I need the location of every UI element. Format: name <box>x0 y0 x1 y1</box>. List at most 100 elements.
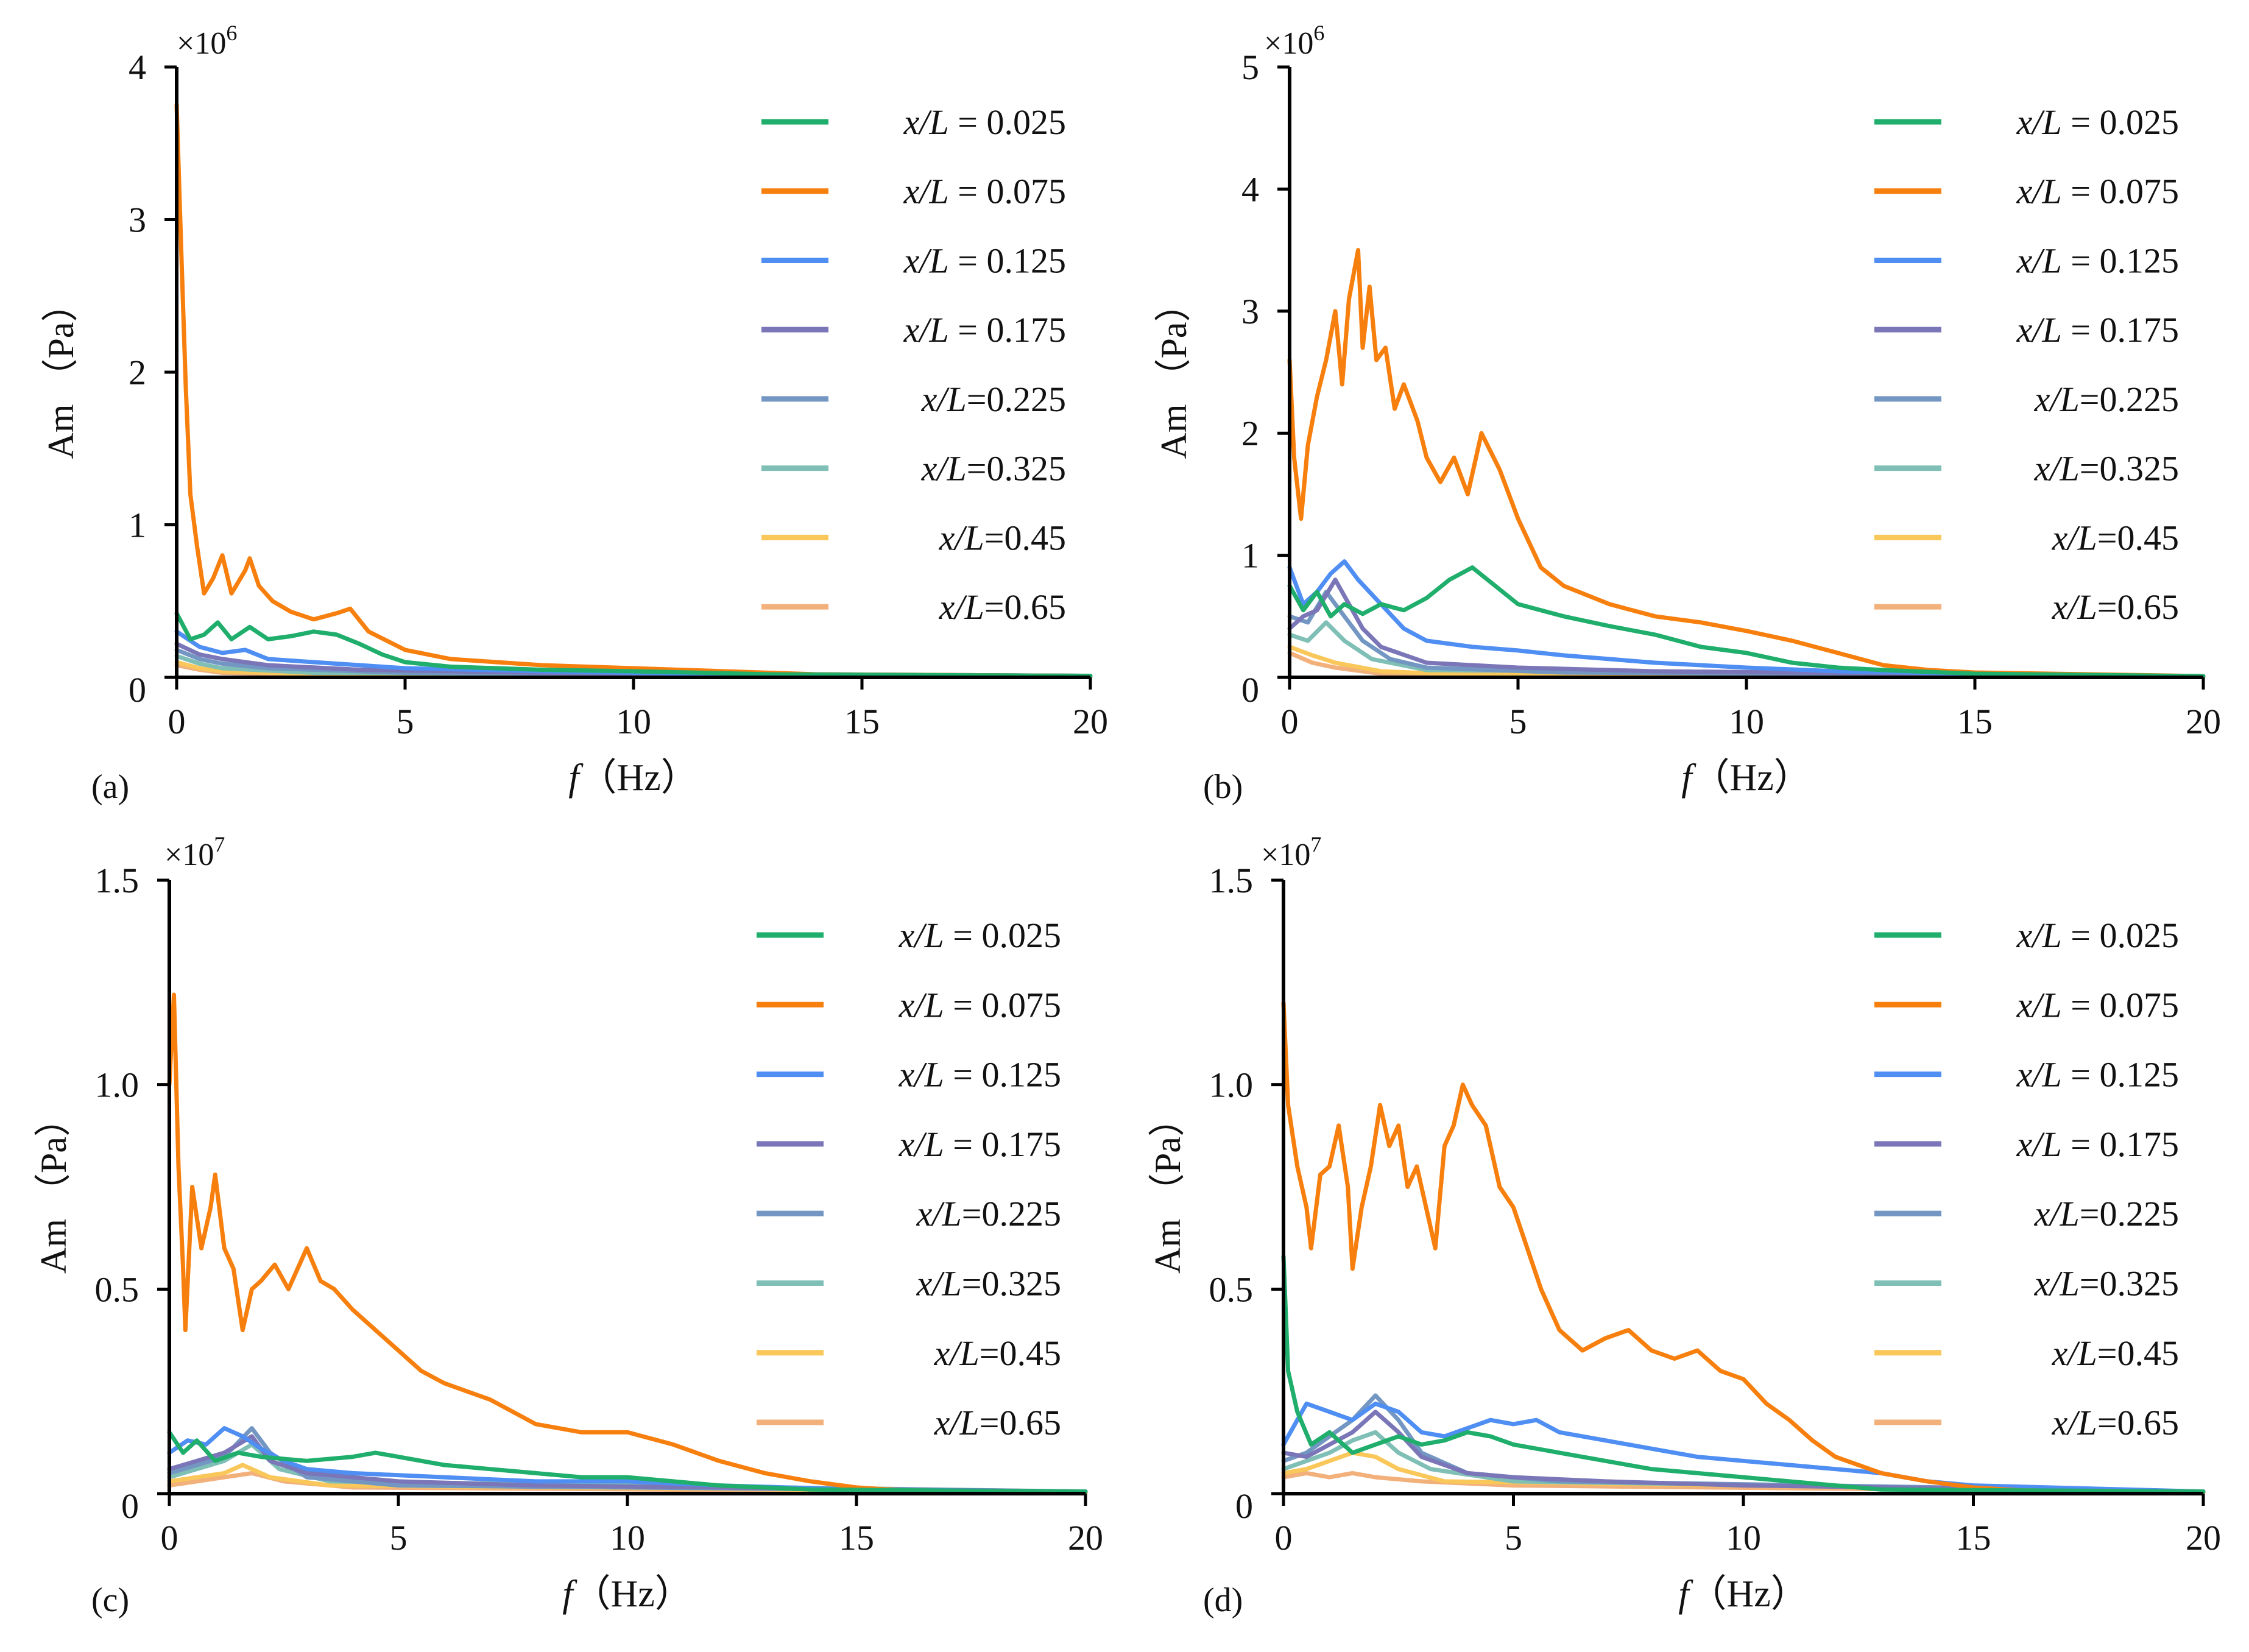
x-tick-label: 5 <box>390 1518 408 1558</box>
x-tick-label: 10 <box>616 702 651 741</box>
legend-label: x/L = 0.125 <box>2016 1055 2179 1095</box>
panel-label: (d) <box>1203 1581 1243 1619</box>
series-group <box>167 992 1088 1495</box>
x-tick-label: 5 <box>1505 1518 1522 1558</box>
y-tick-label: 3 <box>1241 292 1259 331</box>
y-tick-label: 1.0 <box>1209 1065 1254 1105</box>
legend-label: x/L=0.225 <box>2034 379 2179 419</box>
series-line <box>167 1434 1088 1494</box>
series-line <box>1287 559 2206 679</box>
series-line <box>1287 565 2206 679</box>
y-tick-label: 0 <box>121 1486 139 1526</box>
x-tick-label: 10 <box>610 1518 645 1558</box>
legend-label: x/L=0.65 <box>934 1403 1061 1442</box>
legend-label: x/L = 0.125 <box>903 241 1066 280</box>
x-tick-label: 10 <box>1726 1518 1761 1558</box>
y-tick-label: 2 <box>129 353 146 392</box>
y-tick-label: 2 <box>1241 414 1259 453</box>
legend-label: x/L=0.45 <box>934 1333 1061 1373</box>
x-tick-label: 15 <box>844 702 880 741</box>
y-tick-label: 5 <box>1241 48 1259 87</box>
series-line <box>1287 620 2206 679</box>
y-tick-label: 0 <box>1235 1486 1253 1526</box>
legend-label: x/L = 0.075 <box>903 172 1066 211</box>
scale-factor: ×107 <box>1261 832 1321 872</box>
x-tick-label: 0 <box>168 702 186 741</box>
y-tick-label: 1.5 <box>95 861 139 900</box>
x-tick-label: 20 <box>2186 702 2221 741</box>
legend-label: x/L = 0.025 <box>903 102 1066 142</box>
legend-label: x/L=0.65 <box>2052 1403 2179 1442</box>
legend-label: x/L = 0.075 <box>2016 172 2179 211</box>
legend-label: x/L=0.325 <box>2034 1263 2179 1303</box>
series-line <box>1281 1450 2206 1494</box>
legend-label: x/L = 0.025 <box>899 916 1061 955</box>
series-line <box>1281 1430 2206 1494</box>
series-line <box>174 103 1093 678</box>
legend-label: x/L=0.45 <box>939 518 1066 557</box>
legend-label: x/L=0.45 <box>2052 1333 2179 1373</box>
y-tick-label: 1.5 <box>1209 861 1254 900</box>
x-tick-label: 5 <box>1509 702 1527 741</box>
series-group <box>1287 248 2206 679</box>
series-line <box>167 1426 1088 1494</box>
x-tick-label: 0 <box>1275 1518 1293 1558</box>
panel-label: (b) <box>1203 768 1243 806</box>
legend-label: x/L=0.325 <box>921 449 1066 489</box>
legend-label: x/L=0.65 <box>939 587 1066 627</box>
x-tick-label: 15 <box>1957 702 1993 741</box>
series-line <box>1281 1410 2206 1494</box>
y-tick-label: 0.5 <box>1209 1269 1254 1309</box>
legend-label: x/L = 0.175 <box>2016 1124 2179 1164</box>
x-tick-label: 15 <box>1956 1518 1991 1558</box>
y-axis-label: Am （Pa） <box>1148 1100 1188 1274</box>
legend-label: x/L=0.225 <box>916 1194 1061 1234</box>
panel-label: (c) <box>91 1581 129 1619</box>
y-axis-label: Am （Pa） <box>1154 286 1194 459</box>
y-tick-label: 4 <box>1241 169 1259 209</box>
x-tick-label: 10 <box>1729 702 1764 741</box>
series-line <box>1281 1254 2206 1494</box>
y-tick-label: 4 <box>129 48 146 87</box>
x-tick-label: 20 <box>1073 702 1108 741</box>
x-axis-label: f（Hz） <box>562 1573 693 1615</box>
y-tick-label: 1 <box>129 506 146 545</box>
series-line <box>1287 577 2206 679</box>
legend-label: x/L = 0.175 <box>2016 310 2179 350</box>
series-line <box>174 611 1093 678</box>
legend-label: x/L=0.325 <box>2034 449 2179 489</box>
legend: x/L = 0.025 x/L = 0.075 x/L = 0.125 x/L = 0… <box>757 916 1061 1442</box>
series-line <box>1281 1000 2206 1495</box>
series-line <box>167 992 1088 1495</box>
series-line <box>1287 248 2206 679</box>
series-group <box>174 103 1093 679</box>
scale-factor: ×107 <box>164 832 225 872</box>
legend-label: x/L = 0.025 <box>2016 102 2179 142</box>
x-tick-label: 15 <box>839 1518 874 1558</box>
y-tick-label: 0.5 <box>95 1269 139 1309</box>
x-axis-label: f（Hz） <box>1681 757 1812 799</box>
series-line <box>1281 1401 2206 1494</box>
legend-label: x/L=0.225 <box>2034 1194 2179 1234</box>
series-line <box>1281 1470 2206 1495</box>
legend-label: x/L = 0.075 <box>899 985 1061 1025</box>
legend-label: x/L = 0.075 <box>2016 985 2179 1025</box>
x-tick-label: 5 <box>397 702 414 741</box>
legend-label: x/L = 0.025 <box>2016 916 2179 955</box>
x-axis-label: f（Hz） <box>1678 1573 1809 1615</box>
chart-panel: 0 5 10 15 20 0 1 2 3 4 ×106 Am （Pa） f（Hz） (a) x/L = 0.… <box>41 21 1108 806</box>
legend-label: x/L=0.225 <box>921 379 1066 419</box>
panel-label: (a) <box>91 768 129 806</box>
scale-factor: ×106 <box>1264 21 1324 61</box>
series-line <box>167 1463 1088 1494</box>
legend: x/L = 0.025 x/L = 0.075 x/L = 0.125 x/L = 0… <box>1874 102 2179 627</box>
y-tick-label: 0 <box>129 670 146 710</box>
y-tick-label: 1.0 <box>95 1065 139 1105</box>
y-axis-label: Am （Pa） <box>41 286 81 459</box>
y-tick-label: 3 <box>129 200 146 240</box>
x-tick-label: 20 <box>2186 1518 2221 1558</box>
series-line <box>1287 644 2206 679</box>
y-tick-label: 0 <box>1241 670 1259 710</box>
y-tick-label: 1 <box>1241 536 1259 576</box>
